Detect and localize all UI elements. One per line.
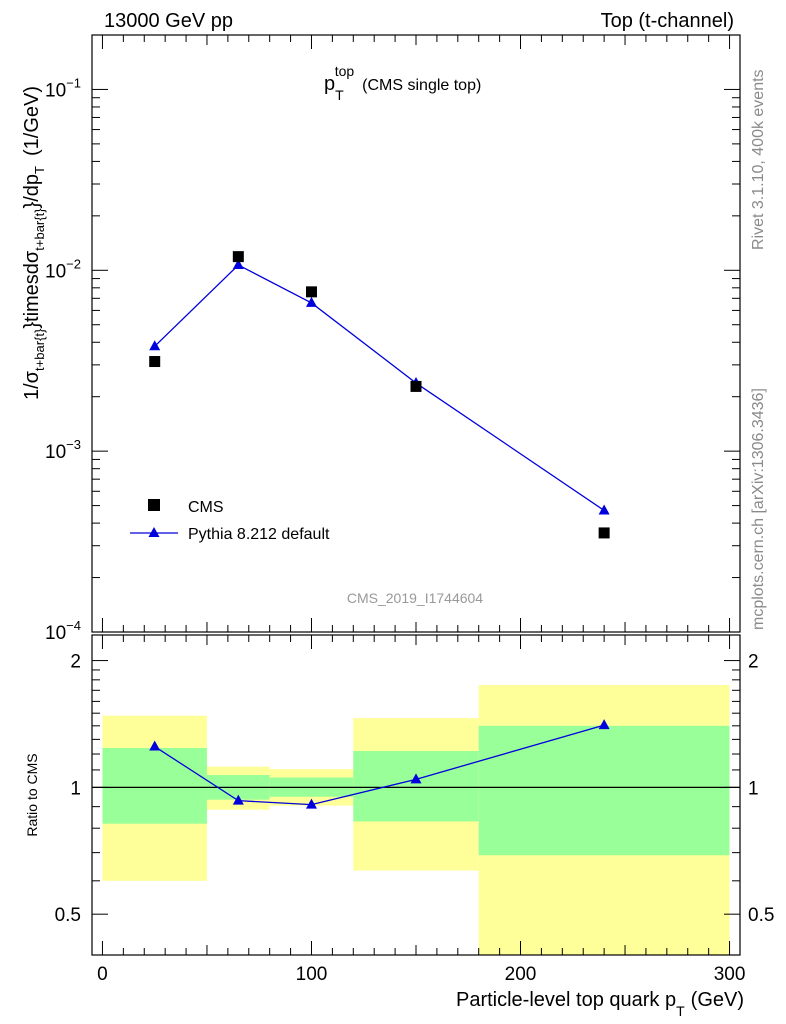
legend: CMS Pythia 8.212 default <box>130 499 330 543</box>
cms-point <box>598 527 610 539</box>
main-y-axis-label: 1/σt+bar{t}}timesdσt+bar{t}}/dpT(1/GeV) <box>21 86 47 400</box>
x-tick-label: 100 <box>296 964 328 985</box>
pythia-ratio-point <box>410 773 422 784</box>
ratio-green-band-3 <box>353 750 479 822</box>
header-left: 13000 GeV pp <box>104 10 233 32</box>
cms-point <box>232 251 244 263</box>
x-tick-label: 200 <box>505 964 537 985</box>
main-y-tick-label: 10−4 <box>45 618 81 644</box>
pythia-ratio-point <box>305 798 317 809</box>
cms-point <box>149 356 161 368</box>
x-tick-label: 300 <box>714 964 746 985</box>
pythia-main-point <box>232 258 244 269</box>
ratio-green-band-0 <box>102 748 207 824</box>
ratio-y-tick-label-left: 2 <box>70 652 81 673</box>
x-axis-label: Particle-level top quark pT (GeV) <box>456 989 744 1019</box>
legend-cms-marker <box>148 499 160 511</box>
cms-point <box>305 286 317 298</box>
pythia-main-point <box>305 296 317 307</box>
cms-point <box>410 380 422 392</box>
legend-pythia-label: Pythia 8.212 default <box>188 526 330 543</box>
pythia-main-line <box>154 264 605 511</box>
mcplots-label: mcplots.cern.ch [arXiv:1306.3436] <box>750 388 767 630</box>
ratio-y-tick-label-right: 0.5 <box>748 905 774 926</box>
ratio-y-tick-label-left: 0.5 <box>55 905 81 926</box>
x-tick-label: 0 <box>97 964 108 985</box>
ratio-green-band-4 <box>478 725 730 856</box>
ratio-y-tick-label-left: 1 <box>70 778 81 799</box>
main-title: pTtop(CMS single top) <box>324 63 481 103</box>
pythia-main-point <box>149 340 161 351</box>
main-y-tick-label: 10−1 <box>45 75 81 101</box>
data-marks <box>149 251 610 809</box>
legend-pythia-marker <box>148 527 160 537</box>
main-y-tick-label: 10−3 <box>45 437 81 463</box>
analysis-watermark: CMS_2019_I1744604 <box>347 590 483 606</box>
rivet-label: Rivet 3.1.10, 400k events <box>750 69 767 250</box>
legend-cms-label: CMS <box>188 499 224 516</box>
ratio-y-axis-label: Ratio to CMS <box>24 753 40 836</box>
ratio-y-tick-label-right: 1 <box>748 778 759 799</box>
pythia-ratio-point <box>232 794 244 805</box>
pythia-ratio-point <box>598 719 610 730</box>
ratio-y-tick-label-right: 2 <box>748 652 759 673</box>
pythia-main-point <box>598 504 610 515</box>
pythia-ratio-point <box>149 740 161 751</box>
header-right: Top (t-channel) <box>601 10 734 32</box>
ratio-uncertainty-bands <box>102 684 730 955</box>
main-y-tick-label: 10−2 <box>45 256 81 282</box>
axes: 0 100 200 300 10−1 10−2 10−3 10−4 0.5 0.5 1 1 2 2 <box>45 34 774 985</box>
